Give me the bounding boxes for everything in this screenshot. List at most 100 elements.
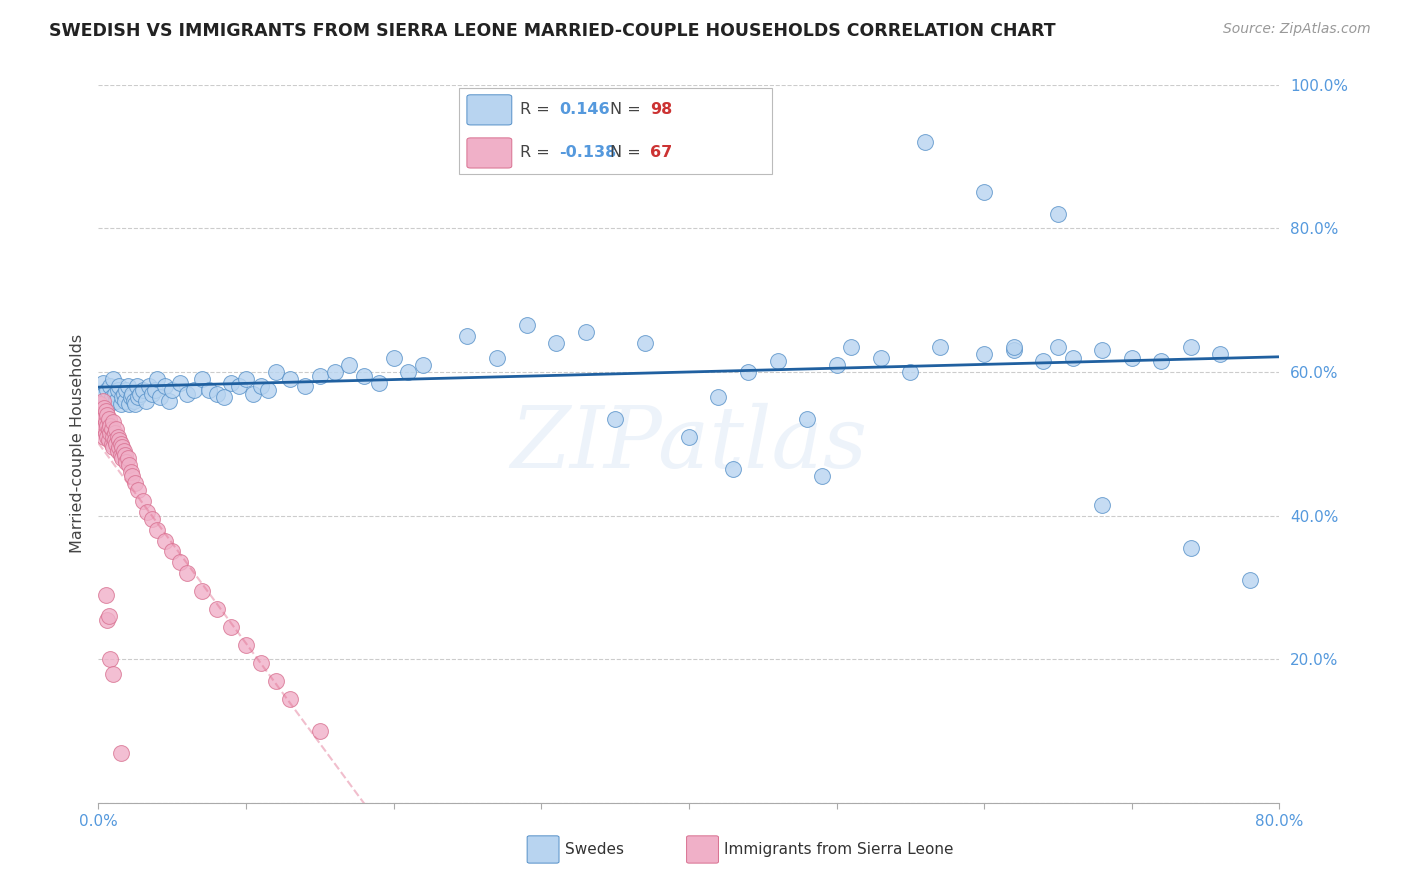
Point (228, 379, 250, 393)
Point (1002, 340, 1025, 354)
Point (841, 340, 863, 354)
Point (91, 408, 114, 422)
Point (221, 620, 243, 634)
Point (105, 422, 128, 436)
Point (678, 429, 700, 443)
Point (97, 422, 120, 436)
Point (94, 415, 117, 429)
Point (205, 386, 228, 401)
Point (127, 483, 149, 498)
Point (973, 186, 995, 200)
Point (1002, 343, 1025, 358)
Point (112, 386, 135, 401)
Point (108, 441, 131, 455)
Text: 0.146: 0.146 (560, 103, 610, 118)
Point (339, 358, 361, 372)
Point (107, 444, 129, 458)
Point (103, 429, 125, 443)
Point (114, 393, 136, 408)
Point (124, 476, 146, 491)
Point (250, 379, 273, 393)
Point (110, 397, 132, 411)
FancyBboxPatch shape (686, 836, 718, 863)
Point (766, 354, 789, 368)
Point (105, 436, 128, 450)
Point (294, 379, 316, 393)
Text: Immigrants from Sierra Leone: Immigrants from Sierra Leone (724, 842, 953, 857)
Point (143, 383, 166, 397)
Point (257, 383, 280, 397)
Point (114, 448, 136, 462)
Point (110, 448, 132, 462)
Point (115, 383, 138, 397)
Point (100, 390, 122, 404)
Point (1091, 498, 1114, 512)
Point (104, 425, 127, 440)
Y-axis label: Married-couple Households: Married-couple Households (69, 334, 84, 553)
Point (105, 393, 128, 408)
Text: Source: ZipAtlas.com: Source: ZipAtlas.com (1223, 22, 1371, 37)
Point (212, 390, 235, 404)
Point (1091, 343, 1114, 358)
Point (90, 404, 112, 418)
Point (118, 458, 141, 473)
Point (162, 544, 183, 558)
FancyBboxPatch shape (458, 88, 772, 175)
Point (100, 422, 122, 436)
Point (91, 422, 114, 436)
Point (89, 397, 111, 411)
Point (634, 99, 657, 113)
FancyBboxPatch shape (467, 95, 512, 125)
Point (112, 444, 135, 458)
Point (723, 462, 745, 476)
Point (98, 652, 121, 666)
Point (914, 135, 936, 149)
Text: 67: 67 (650, 145, 672, 161)
Point (169, 555, 191, 569)
Point (516, 318, 538, 333)
Point (1150, 354, 1173, 368)
Point (605, 411, 627, 425)
Point (96, 408, 118, 422)
Point (96, 429, 118, 443)
Point (398, 365, 420, 379)
Point (323, 365, 346, 379)
Point (93, 401, 115, 415)
Point (191, 372, 214, 386)
Point (117, 451, 139, 466)
Point (486, 351, 509, 365)
Text: ZIPatlas: ZIPatlas (510, 402, 868, 485)
Point (309, 368, 332, 383)
Point (97, 411, 120, 425)
Point (737, 365, 759, 379)
Point (973, 347, 995, 361)
Point (191, 584, 214, 599)
Point (1046, 207, 1070, 221)
Point (1046, 340, 1070, 354)
Point (176, 386, 198, 401)
Point (103, 666, 125, 681)
Point (929, 340, 952, 354)
Point (870, 351, 893, 365)
Point (107, 383, 129, 397)
Point (94, 425, 117, 440)
Point (127, 390, 149, 404)
Point (111, 441, 134, 455)
Point (124, 397, 146, 411)
Point (121, 386, 143, 401)
Point (111, 451, 134, 466)
Point (135, 393, 157, 408)
Point (382, 351, 405, 365)
Point (1209, 347, 1232, 361)
Point (91, 376, 114, 390)
Point (264, 673, 287, 688)
Point (120, 390, 142, 404)
Point (146, 372, 169, 386)
Point (104, 433, 127, 447)
Point (128, 386, 150, 401)
Point (280, 691, 302, 706)
Point (94, 404, 117, 418)
Point (104, 386, 127, 401)
Point (412, 358, 434, 372)
Point (198, 383, 221, 397)
